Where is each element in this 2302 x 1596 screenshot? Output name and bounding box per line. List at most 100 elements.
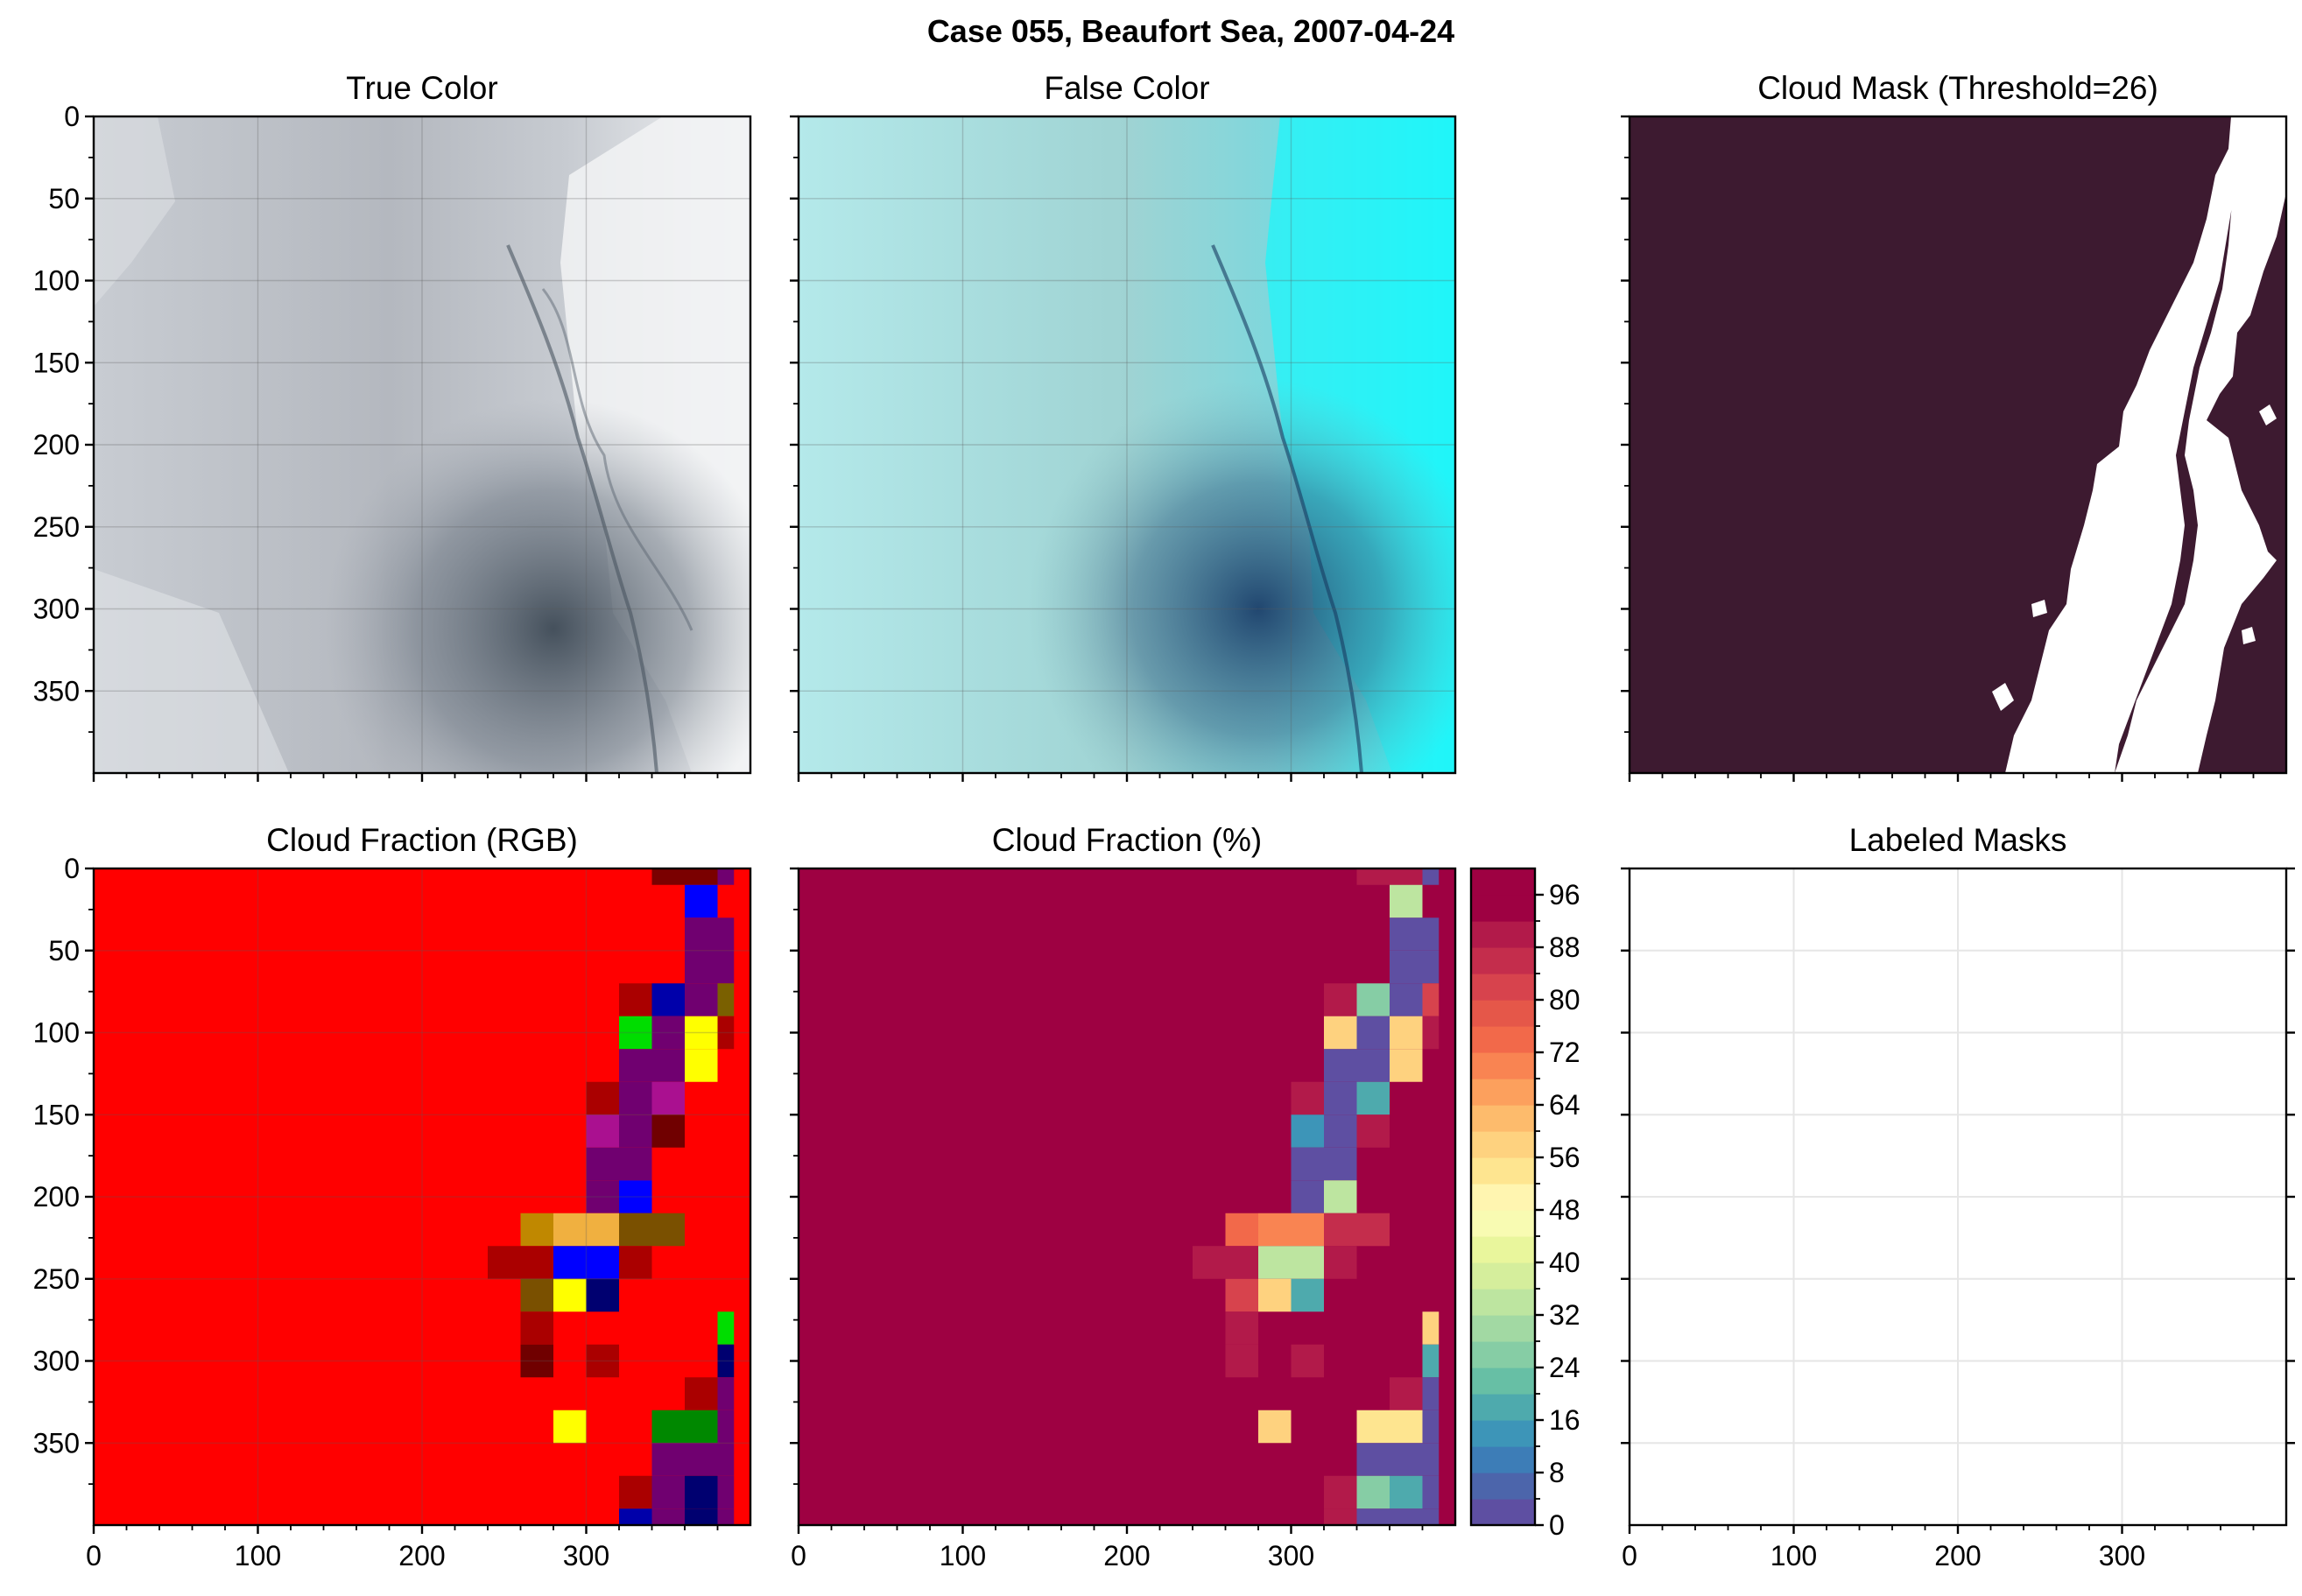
rgb-cell <box>717 1410 735 1444</box>
colorbar-segment <box>1471 895 1535 922</box>
rgb-cell <box>651 1049 685 1082</box>
rgb-cell <box>651 1410 685 1444</box>
pct-cell <box>1291 1278 1324 1312</box>
true-color-panel <box>94 116 750 773</box>
pct-cell <box>1422 1344 1440 1378</box>
pct-cell <box>1422 1410 1440 1444</box>
rgb-cell <box>651 1114 685 1148</box>
y-tick-label: 0 <box>64 853 80 884</box>
panel-title-false-color: False Color <box>1044 70 1209 106</box>
true-color-grid <box>94 116 750 773</box>
colorbar-segment <box>1471 1026 1535 1053</box>
pct-cell <box>1258 1213 1292 1247</box>
pct-cell <box>1422 868 1440 885</box>
rgb-cell <box>717 1344 735 1378</box>
rgb-cell <box>520 1213 553 1247</box>
axis-ticks: 0 50 100 150 200 250 300 350 0 50 100 150 200 250 300 3… <box>33 101 2295 1571</box>
pct-cell <box>1356 983 1390 1016</box>
colorbar: 0 8 16 24 32 40 48 56 64 72 80 88 96 <box>1469 867 1580 1541</box>
pct-cell <box>1324 983 1357 1016</box>
rgb-cell <box>553 1213 587 1247</box>
y-tick-label: 300 <box>33 1346 80 1377</box>
colorbar-segment <box>1471 1394 1535 1421</box>
true-color-lead-line <box>506 244 658 773</box>
pct-cell <box>1390 1049 1423 1082</box>
pct-cell <box>1291 1180 1324 1213</box>
y-tick-label: 350 <box>33 675 80 707</box>
colorbar-tick-label: 40 <box>1549 1247 1580 1278</box>
pct-cell <box>1356 1213 1390 1247</box>
colorbar-tick-label: 48 <box>1549 1194 1580 1226</box>
panel-title-labeled-masks: Labeled Masks <box>1849 822 2067 858</box>
pct-cell <box>1422 983 1440 1016</box>
colorbar-segment <box>1471 1079 1535 1106</box>
pct-cell <box>1324 1508 1357 1525</box>
rgb-cell <box>651 1443 685 1476</box>
pct-cell <box>1225 1213 1258 1247</box>
rgb-cell <box>651 868 685 885</box>
colorbar-tick-label: 24 <box>1549 1352 1580 1383</box>
y-tick-label: 50 <box>48 935 80 967</box>
cloud-fraction-rgb-grid <box>94 868 750 1525</box>
pct-cell <box>1390 983 1423 1016</box>
x-tick-label: 200 <box>398 1540 445 1571</box>
colorbar-tick-label: 32 <box>1549 1299 1580 1331</box>
pct-cell <box>1291 1081 1324 1115</box>
rgb-cell <box>685 983 718 1016</box>
pct-cell <box>1390 1016 1423 1050</box>
colorbar-tick-label: 80 <box>1549 984 1580 1016</box>
rgb-cell <box>651 1213 685 1247</box>
rgb-cell <box>553 1246 587 1279</box>
colorbar-segment <box>1471 1446 1535 1473</box>
panel-title-cloud-fraction-pct: Cloud Fraction (%) <box>992 822 1262 858</box>
pct-cell <box>1390 1508 1423 1525</box>
pct-cell <box>1225 1278 1258 1312</box>
pct-cell <box>1225 1246 1258 1279</box>
pct-cell <box>1291 1114 1324 1148</box>
false-color-lead-line <box>1211 244 1363 773</box>
pct-cell <box>1422 1016 1440 1050</box>
rgb-cell <box>717 1475 735 1509</box>
panel-title-cloud-mask: Cloud Mask (Threshold=26) <box>1757 70 2158 106</box>
pct-cell <box>1422 1311 1440 1345</box>
rgb-cell <box>619 1180 652 1213</box>
rgb-cell <box>717 918 735 951</box>
rgb-cell <box>685 950 718 984</box>
rgb-cell <box>619 1016 652 1050</box>
rgb-cell <box>586 1278 619 1312</box>
y-tick-label: 300 <box>33 594 80 625</box>
colorbar-segment <box>1471 1236 1535 1263</box>
colorbar-segment <box>1471 868 1535 896</box>
rgb-cell <box>717 1443 735 1476</box>
pct-cell <box>1291 1344 1324 1378</box>
x-tick-label: 0 <box>791 1540 806 1571</box>
rgb-cell <box>651 1016 685 1050</box>
pct-cell <box>1258 1278 1292 1312</box>
rgb-cell <box>619 1049 652 1082</box>
pct-cell <box>1390 1443 1423 1476</box>
y-tick-label: 200 <box>33 1181 80 1213</box>
y-tick-label: 200 <box>33 429 80 461</box>
pct-cell <box>1422 1377 1440 1410</box>
rgb-cell <box>717 1508 735 1525</box>
rgb-cell <box>717 950 735 984</box>
rgb-cell <box>619 1114 652 1148</box>
pct-cell <box>1390 1410 1423 1444</box>
rgb-cell <box>619 1246 652 1279</box>
y-tick-label: 150 <box>33 1099 80 1130</box>
colorbar-ticks: 0 8 16 24 32 40 48 56 64 72 80 88 96 <box>1535 879 1580 1541</box>
x-tick-label: 0 <box>1622 1540 1637 1571</box>
x-tick-label: 200 <box>1103 1540 1150 1571</box>
cloud-mask-clear-region <box>2005 116 2286 773</box>
pct-cell <box>1291 1246 1324 1279</box>
pct-cell <box>1324 1180 1357 1213</box>
y-tick-label: 250 <box>33 511 80 543</box>
colorbar-segment <box>1471 974 1535 1001</box>
rgb-cell <box>586 1147 619 1181</box>
rgb-cell <box>586 1081 619 1115</box>
pct-cell <box>1390 868 1423 885</box>
colorbar-segment <box>1471 1000 1535 1027</box>
y-tick-label: 250 <box>33 1263 80 1295</box>
x-tick-label: 300 <box>1268 1540 1314 1571</box>
rgb-cell <box>651 1475 685 1509</box>
